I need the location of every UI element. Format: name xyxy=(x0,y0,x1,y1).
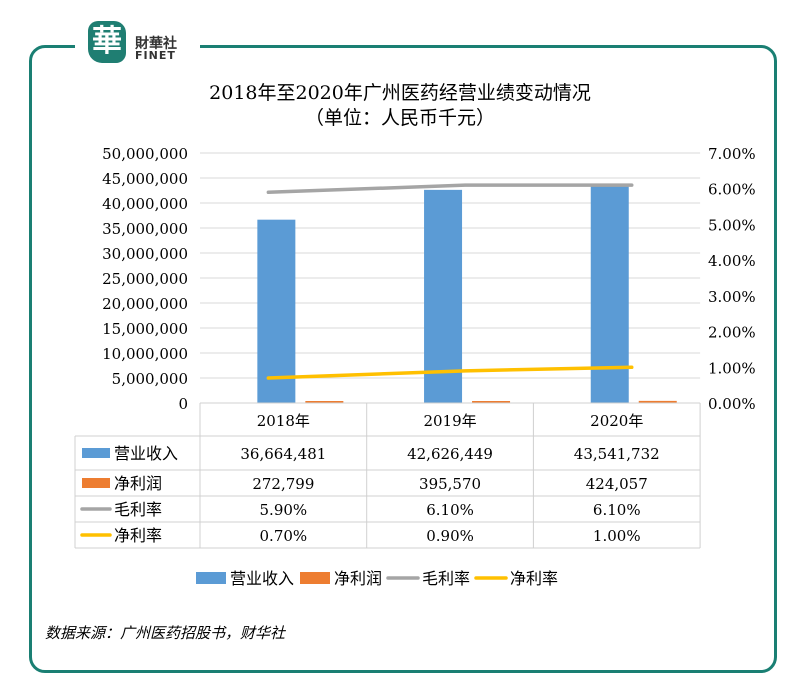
table-legend-swatch xyxy=(82,448,110,458)
logo-cn-text: 財華社 xyxy=(135,36,177,52)
data-source: 数据来源：广州医药招股书，财华社 xyxy=(45,624,286,642)
table-cell: 272,799 xyxy=(252,475,314,493)
y-left-tick: 10,000,000 xyxy=(102,345,188,363)
legend-label: 营业收入 xyxy=(230,569,294,588)
chart-frame xyxy=(29,45,777,673)
table-cell: 395,570 xyxy=(419,475,481,493)
y-left-tick: 40,000,000 xyxy=(102,195,188,213)
bar-revenue xyxy=(424,189,463,403)
y-right-tick: 2.00% xyxy=(708,324,756,342)
table-cell: 0.70% xyxy=(260,527,308,545)
y-left-tick: 25,000,000 xyxy=(102,270,188,288)
y-right-tick: 6.00% xyxy=(708,181,756,199)
chart-title: 2018年至2020年广州医药经营业绩变动情况 xyxy=(209,82,591,104)
table-cell: 6.10% xyxy=(426,501,474,519)
table-cell: 1.00% xyxy=(593,527,641,545)
finet-logo-seal: 華 xyxy=(88,21,126,63)
table-row-label: 毛利率 xyxy=(114,500,162,519)
y-right-tick: 7.00% xyxy=(708,145,756,163)
y-right-tick: 1.00% xyxy=(708,359,756,377)
x-category-label: 2020年 xyxy=(590,412,643,430)
table-cell: 43,541,732 xyxy=(574,445,660,463)
y-left-tick: 35,000,000 xyxy=(102,220,188,238)
logo-en-text: FINET xyxy=(135,49,176,62)
line-gross-margin xyxy=(266,183,634,195)
table-row-label: 净利率 xyxy=(114,526,162,545)
bar-revenue xyxy=(257,219,296,403)
bar-net-profit xyxy=(638,400,677,403)
table-row-label: 净利润 xyxy=(114,474,162,493)
legend-label: 净利率 xyxy=(510,569,558,588)
y-right-tick: 3.00% xyxy=(708,288,756,306)
y-right-tick: 5.00% xyxy=(708,216,756,234)
x-category-label: 2019年 xyxy=(423,412,476,430)
y-left-tick: 45,000,000 xyxy=(102,170,188,188)
table-cell: 42,626,449 xyxy=(407,445,493,463)
table-cell: 0.90% xyxy=(426,527,474,545)
bar-net-profit xyxy=(472,401,511,403)
table-cell: 5.90% xyxy=(260,501,308,519)
y-left-tick: 0 xyxy=(178,395,188,413)
y-left-tick: 20,000,000 xyxy=(102,295,188,313)
line-net-margin xyxy=(266,365,634,380)
legend-swatch xyxy=(196,572,226,584)
table-cell: 424,057 xyxy=(586,475,648,493)
y-left-tick: 50,000,000 xyxy=(102,145,188,163)
table-row-label: 营业收入 xyxy=(114,444,178,463)
y-right-tick: 0.00% xyxy=(708,395,756,413)
y-right-tick: 4.00% xyxy=(708,252,756,270)
chart-subtitle: （单位：人民币千元） xyxy=(304,107,495,129)
y-left-tick: 5,000,000 xyxy=(112,370,188,388)
table-cell: 6.10% xyxy=(593,501,641,519)
legend-label: 净利润 xyxy=(334,569,382,588)
table-legend-swatch xyxy=(82,478,110,488)
y-left-tick: 15,000,000 xyxy=(102,320,188,338)
legend-label: 毛利率 xyxy=(422,569,470,588)
bar-net-profit xyxy=(305,401,344,403)
y-left-tick: 30,000,000 xyxy=(102,245,188,263)
table-cell: 36,664,481 xyxy=(240,445,326,463)
x-category-label: 2018年 xyxy=(257,412,310,430)
bar-revenue xyxy=(590,185,629,403)
legend-swatch xyxy=(300,572,330,584)
